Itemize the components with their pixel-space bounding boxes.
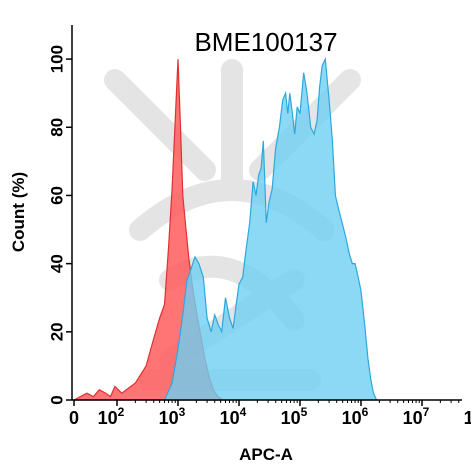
x-tick-exponent: 7 (423, 405, 430, 419)
x-tick-label: 103 (159, 405, 186, 428)
x-tick-label: 102 (98, 405, 125, 428)
x-tick-exponent: 4 (240, 405, 247, 419)
x-tick-exponent: 2 (118, 405, 125, 419)
x-tick-label: 105 (281, 405, 308, 428)
y-axis-label: Count (%) (9, 172, 28, 252)
plot-series (73, 56, 378, 401)
x-tick-label: 0 (69, 408, 79, 428)
x-tick-label: 106 (342, 405, 369, 428)
x-tick-exponent: 6 (362, 405, 369, 419)
x-tick-label: 108 (464, 405, 471, 428)
x-tick-label: 104 (220, 405, 247, 428)
y-tick-label: 40 (47, 254, 66, 273)
chart-title: BME100137 (194, 27, 337, 57)
y-axis-ticks: 0 20 40 60 80 100 (47, 45, 72, 405)
y-tick-label: 80 (47, 118, 66, 137)
y-tick-label: 100 (47, 45, 66, 73)
x-axis-ticks: 0 102 103 104 105 106 107 108 (69, 400, 471, 428)
x-tick-exponent: 5 (301, 405, 308, 419)
histogram-series-2 (163, 56, 378, 401)
x-axis-label: APC-A (239, 445, 293, 464)
y-tick-label: 0 (47, 395, 66, 404)
x-tick-label: 107 (403, 405, 430, 428)
y-tick-label: 20 (47, 322, 66, 341)
watermark-stroke-left (104, 69, 216, 181)
y-tick-label: 60 (47, 186, 66, 205)
x-tick-exponent: 3 (179, 405, 186, 419)
